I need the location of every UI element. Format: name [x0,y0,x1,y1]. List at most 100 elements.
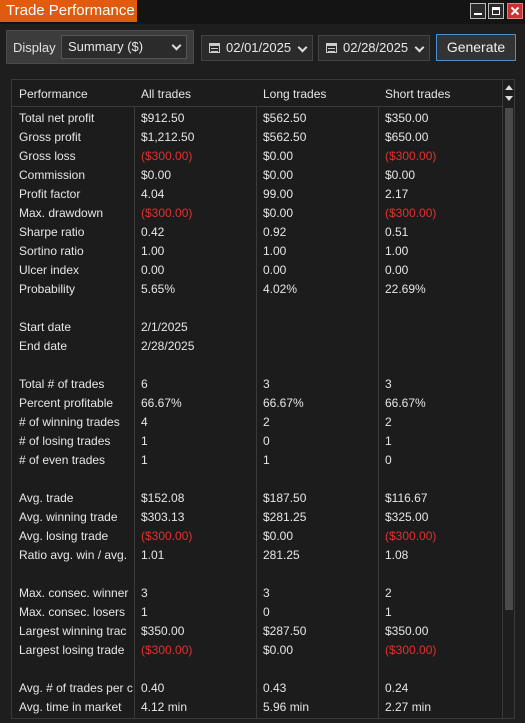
row-value-short: 22.69% [385,282,426,296]
row-value-short: ($300.00) [385,529,437,543]
row-value-short: $0.00 [385,168,416,182]
row-value-long: 0 [263,605,270,619]
row-value-long: $0.00 [263,149,294,163]
table-row [12,659,502,678]
row-value-long: $0.00 [263,168,294,182]
row-value-short: $325.00 [385,510,429,524]
row-label: Largest losing trade [19,643,125,657]
table-row: # of even trades 1 1 0 [12,450,502,469]
scroll-up-icon[interactable] [505,85,513,90]
table-row [12,564,502,583]
title-bar: Trade Performance [0,0,525,24]
row-value-all: 66.67% [141,396,182,410]
header-performance[interactable]: Performance [19,87,88,101]
row-label: # of even trades [19,453,106,467]
generate-button[interactable]: Generate [436,34,516,61]
table-row: End date 2/28/2025 [12,336,502,355]
calendar-icon [326,43,337,53]
row-value-all: ($300.00) [141,149,193,163]
row-value-all: 0.00 [141,263,165,277]
row-value-short: $350.00 [385,111,429,125]
header-all-trades[interactable]: All trades [141,87,192,101]
header-long-trades[interactable]: Long trades [263,87,327,101]
row-value-short: 0.00 [385,263,409,277]
row-value-long: 66.67% [263,396,304,410]
row-value-long: $287.50 [263,624,307,638]
table-row: Commission $0.00 $0.00 $0.00 [12,165,502,184]
scroll-thumb[interactable] [505,108,513,610]
row-value-long: 3 [263,586,270,600]
row-value-all: 0.40 [141,681,165,695]
row-value-all: $912.50 [141,111,185,125]
table-row: Gross profit $1,212.50 $562.50 $650.00 [12,127,502,146]
row-value-long: $562.50 [263,111,307,125]
minimize-icon[interactable] [470,3,486,19]
close-icon[interactable] [507,3,523,19]
row-value-all: $152.08 [141,491,185,505]
table-row: Profit factor 4.04 99.00 2.17 [12,184,502,203]
row-label: Max. consec. losers [19,605,126,619]
row-value-all: 2/1/2025 [141,320,188,334]
row-value-all: ($300.00) [141,643,193,657]
row-value-long: 0.43 [263,681,287,695]
header-short-trades[interactable]: Short trades [385,87,451,101]
row-value-long: 4.02% [263,282,298,296]
chevron-down-icon [297,42,308,53]
row-value-all: 4.04 [141,187,165,201]
row-label: Total net profit [19,111,95,125]
row-label: Gross profit [19,130,82,144]
row-value-all: $303.13 [141,510,185,524]
table-row [12,469,502,488]
row-label: Sortino ratio [19,244,84,258]
table-row: Avg. # of trades per c 0.40 0.43 0.24 [12,678,502,697]
table-row: Ulcer index 0.00 0.00 0.00 [12,260,502,279]
row-value-short: 1 [385,605,392,619]
row-value-short: $116.67 [385,491,428,505]
row-value-short: 2 [385,586,392,600]
table-row [12,355,502,374]
start-date-picker[interactable]: 02/01/2025 [201,35,313,61]
table-row: Percent profitable 66.67% 66.67% 66.67% [12,393,502,412]
row-value-all: 0.42 [141,225,165,239]
row-label: Avg. time in market [19,700,122,714]
table-row: Largest losing trade ($300.00) $0.00 ($300.… [12,640,502,659]
table-row: Avg. time in market 4.12 min 5.96 min 2.27 … [12,697,502,716]
table-row: Avg. winning trade $303.13 $281.25 $325.00 [12,507,502,526]
display-group: Display Summary ($) [6,30,194,64]
row-value-long: $0.00 [263,206,294,220]
row-value-all: ($300.00) [141,206,193,220]
row-value-all: $350.00 [141,624,185,638]
row-label: Largest winning trac [19,624,127,638]
row-label: Profit factor [19,187,81,201]
row-value-all: 1 [141,453,148,467]
row-value-short: 1.08 [385,548,409,562]
row-value-short: 0.24 [385,681,409,695]
table-row: Sortino ratio 1.00 1.00 1.00 [12,241,502,260]
table-row: Max. consec. losers 1 0 1 [12,602,502,621]
row-value-all: 1.00 [141,244,165,258]
table-row: # of winning trades 4 2 2 [12,412,502,431]
maximize-icon[interactable] [488,3,504,19]
scroll-down-icon[interactable] [505,96,513,101]
row-value-short: 0.51 [385,225,409,239]
chevron-down-icon [414,42,425,53]
column-divider [378,80,379,718]
row-value-short: 0 [385,453,392,467]
row-value-long: 0 [263,434,270,448]
row-value-short: ($300.00) [385,643,437,657]
vertical-scrollbar[interactable] [502,80,514,718]
row-label: Ulcer index [19,263,80,277]
table-row: Start date 2/1/2025 [12,317,502,336]
table-row: Total # of trades 6 3 3 [12,374,502,393]
row-value-short: $350.00 [385,624,429,638]
header-row: Performance All trades Long trades Short… [12,80,502,107]
row-value-all: $1,212.50 [141,130,195,144]
start-date-value: 02/01/2025 [226,40,292,55]
table-row: Total net profit $912.50 $562.50 $350.00 [12,108,502,127]
end-date-picker[interactable]: 02/28/2025 [318,35,430,61]
row-value-long: $187.50 [263,491,307,505]
row-label: # of winning trades [19,415,120,429]
row-label: Max. drawdown [19,206,104,220]
row-value-long: 281.25 [263,548,300,562]
display-select[interactable]: Summary ($) [61,35,187,59]
